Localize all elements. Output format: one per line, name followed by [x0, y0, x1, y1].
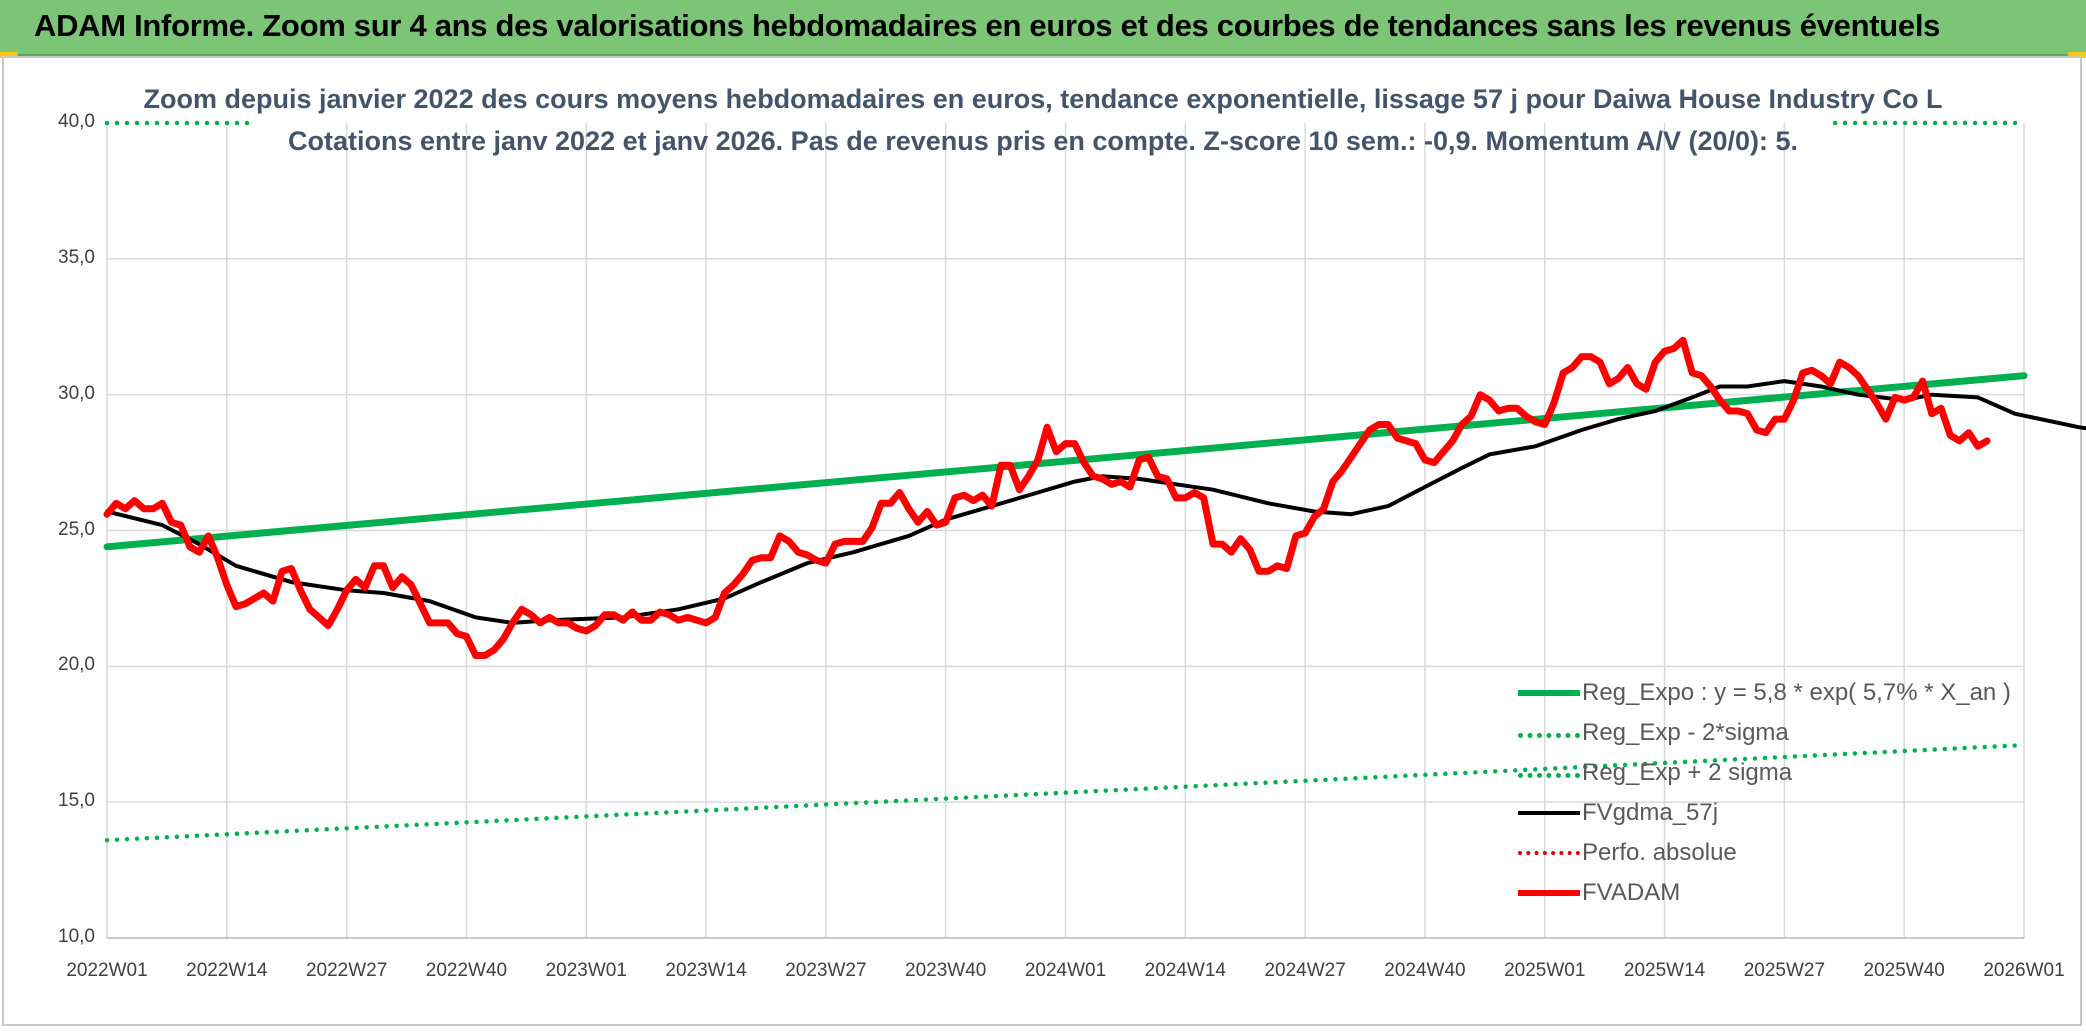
- series-line-reg-exp-2-sigma: [104, 742, 2027, 843]
- x-tick-label: 2023W27: [785, 960, 867, 981]
- series-line-reg-expo-y-5-8-exp-5-7-x-an: [103, 372, 2028, 551]
- x-tick-label: 2023W40: [905, 960, 987, 981]
- chart-area: [2, 56, 2082, 1026]
- report-header: ADAM Informe. Zoom sur 4 ans des valoris…: [0, 0, 2086, 56]
- x-tick-label: 2024W40: [1384, 960, 1466, 981]
- legend-swatch-dotted-green: [1518, 773, 1580, 778]
- legend-label: Reg_Exp - 2*sigma: [1582, 719, 1789, 746]
- series-line-fvadam: [103, 336, 1991, 659]
- y-tick-label: 20,0: [58, 654, 95, 676]
- chart-subtitle: Cotations entre janv 2022 et janv 2026. …: [287, 126, 1799, 156]
- x-tick-label: 2025W27: [1743, 960, 1826, 981]
- report-title: ADAM Informe. Zoom sur 4 ans des valoris…: [34, 8, 1941, 43]
- legend-label: Perfo. absolue: [1582, 839, 1737, 866]
- y-tick-label: 40,0: [58, 111, 95, 132]
- x-tick-label: 2025W40: [1863, 960, 1945, 981]
- legend-label: FVADAM: [1582, 879, 1681, 906]
- x-tick-label: 2025W01: [1504, 960, 1586, 981]
- y-tick-label: 10,0: [58, 926, 95, 947]
- x-tick-label: 2026W01: [1983, 960, 2065, 981]
- y-tick-label: 25,0: [58, 518, 95, 540]
- x-tick-label: 2024W01: [1024, 960, 1107, 981]
- legend-swatch-black: [1518, 811, 1580, 815]
- legend-swatch-solid-green: [1518, 690, 1580, 696]
- x-tick-label: 2023W14: [665, 960, 747, 981]
- x-tick-label: 2025W14: [1623, 960, 1706, 981]
- y-tick-label: 15,0: [58, 790, 95, 812]
- y-tick-label: 35,0: [58, 246, 95, 268]
- x-tick-label: 2022W01: [66, 960, 148, 981]
- legend-swatch-red: [1518, 890, 1580, 896]
- x-tick-label: 2023W01: [545, 960, 627, 981]
- x-tick-label: 2022W14: [186, 960, 268, 981]
- legend-swatch-dotted-green: [1518, 733, 1580, 738]
- chart-title: Zoom depuis janvier 2022 des cours moyen…: [143, 84, 1943, 114]
- x-tick-label: 2024W27: [1264, 960, 1346, 981]
- x-tick-label: 2022W27: [305, 960, 388, 981]
- legend-label: Reg_Exp + 2 sigma: [1582, 759, 1793, 786]
- series-line-fvgdma-57j: [105, 379, 2086, 625]
- legend-swatch-dotted-red: [1518, 851, 1580, 855]
- x-tick-label: 2024W14: [1144, 960, 1226, 981]
- legend-label: FVgdma_57j: [1582, 799, 1719, 826]
- corner-marker: [2068, 52, 2086, 58]
- y-tick-label: 30,0: [58, 382, 95, 404]
- legend-label: Reg_Expo : y = 5,8 * exp( 5,7% * X_an ): [1582, 679, 2011, 706]
- x-tick-label: 2022W40: [425, 960, 508, 981]
- corner-marker: [0, 52, 18, 58]
